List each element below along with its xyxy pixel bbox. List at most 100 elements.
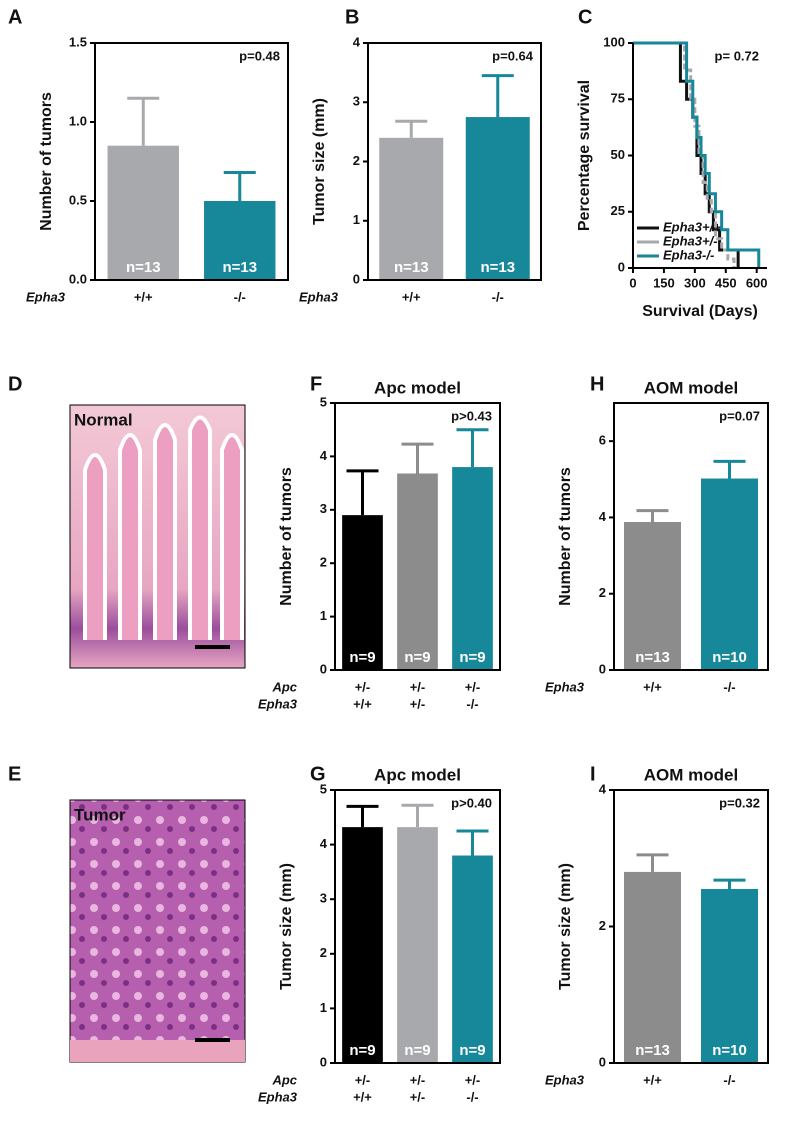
panel-letter: E xyxy=(8,763,21,785)
x-tick-label: +/+ xyxy=(643,1072,662,1087)
annotation: p=0.32 xyxy=(719,795,760,810)
bar xyxy=(624,871,681,1063)
category-label: Epha3 xyxy=(545,1072,585,1087)
n-label: n=9 xyxy=(404,1042,430,1059)
x-tick-label: -/- xyxy=(234,289,246,304)
y-tick-label: 1.0 xyxy=(69,113,87,128)
x-tick-label: 600 xyxy=(746,275,768,290)
x-tick-label: +/- xyxy=(410,696,426,711)
n-label: n=10 xyxy=(712,649,747,666)
bar xyxy=(397,473,438,670)
y-tick-label: 5 xyxy=(320,394,327,409)
plot-frame xyxy=(613,789,769,1064)
y-tick-label: 1 xyxy=(320,1000,327,1015)
x-tick-label: +/+ xyxy=(353,1089,372,1104)
y-tick-label: 0.5 xyxy=(69,192,87,207)
bar xyxy=(107,145,179,280)
y-tick-label: 1 xyxy=(353,212,360,227)
y-axis-title: Number of tumors xyxy=(278,467,295,606)
n-label: n=9 xyxy=(459,1042,485,1059)
plot-frame xyxy=(334,789,501,1064)
y-tick-label: 1.5 xyxy=(69,34,87,49)
panel-letter: I xyxy=(590,763,596,785)
bar xyxy=(624,522,681,670)
image-label: Tumor xyxy=(74,805,126,824)
n-label: n=13 xyxy=(222,259,257,276)
panel-letter: F xyxy=(310,373,322,395)
plot-frame xyxy=(367,42,542,281)
annotation: p= 0.72 xyxy=(715,48,759,63)
y-tick-label: 4 xyxy=(320,836,328,851)
y-tick-label: 1 xyxy=(320,608,327,623)
y-tick-label: 6 xyxy=(599,433,606,448)
panel-letter: B xyxy=(345,6,359,28)
n-label: n=13 xyxy=(635,1042,670,1059)
x-tick-label: -/- xyxy=(723,1072,735,1087)
bar xyxy=(379,137,444,280)
y-tick-label: 3 xyxy=(353,94,360,109)
chart-title: Apc model xyxy=(374,765,461,784)
image-label: Normal xyxy=(74,410,133,429)
x-tick-label: +/+ xyxy=(402,289,421,304)
n-label: n=9 xyxy=(349,649,375,666)
panel-letter: G xyxy=(310,763,326,785)
y-tick-label: 2 xyxy=(599,918,606,933)
panel-letter: D xyxy=(8,373,22,395)
legend-label: Epha3+/- xyxy=(663,233,718,248)
category-label: Epha3 xyxy=(26,289,66,304)
annotation: p=0.07 xyxy=(719,408,760,423)
y-tick-label: 2 xyxy=(599,585,606,600)
y-tick-label: 50 xyxy=(611,147,625,162)
x-tick-label: +/- xyxy=(465,679,481,694)
y-tick-label: 0 xyxy=(599,1054,606,1069)
x-tick-label: -/- xyxy=(723,679,735,694)
y-tick-label: 100 xyxy=(603,34,625,49)
y-axis-title: Tumor size (mm) xyxy=(311,98,328,225)
bar xyxy=(452,467,493,670)
y-tick-label: 0 xyxy=(353,271,360,286)
y-tick-label: 0 xyxy=(320,661,327,676)
legend-label: Epha3-/- xyxy=(663,247,714,262)
chart-title: Apc model xyxy=(374,378,461,397)
n-label: n=13 xyxy=(126,259,161,276)
image-tumor xyxy=(69,799,246,1063)
n-label: n=13 xyxy=(394,259,429,276)
annotation: p=0.64 xyxy=(492,48,534,63)
y-tick-label: 5 xyxy=(320,781,327,796)
n-label: n=9 xyxy=(404,649,430,666)
n-label: n=9 xyxy=(349,1042,375,1059)
panel-letter: C xyxy=(578,6,592,28)
panel-letter: A xyxy=(8,6,22,28)
x-tick-label: +/- xyxy=(410,1089,426,1104)
category-label: Epha3 xyxy=(545,679,585,694)
y-tick-label: 2 xyxy=(353,153,360,168)
n-label: n=13 xyxy=(635,649,670,666)
category-label: Epha3 xyxy=(299,289,339,304)
y-axis-title: Number of tumors xyxy=(557,467,574,606)
n-label: n=10 xyxy=(712,1042,747,1059)
y-tick-label: 75 xyxy=(611,91,625,106)
y-tick-label: 0 xyxy=(599,661,606,676)
x-tick-label: 300 xyxy=(684,275,706,290)
y-tick-label: 2 xyxy=(320,945,327,960)
y-tick-label: 3 xyxy=(320,891,327,906)
category-label: Epha3 xyxy=(258,696,298,711)
x-tick-label: +/- xyxy=(465,1072,481,1087)
y-tick-label: 4 xyxy=(353,34,361,49)
annotation: p>0.40 xyxy=(451,795,492,810)
x-tick-label: -/- xyxy=(466,696,478,711)
survival-line xyxy=(633,41,736,268)
category-label: Apc xyxy=(271,679,297,694)
y-tick-label: 4 xyxy=(320,448,328,463)
y-axis-title: Tumor size (mm) xyxy=(278,863,295,990)
y-tick-label: 0 xyxy=(320,1054,327,1069)
category-label: Apc xyxy=(271,1072,297,1087)
n-label: n=9 xyxy=(459,649,485,666)
bar xyxy=(342,515,383,670)
bar xyxy=(701,888,758,1063)
chart-title: AOM model xyxy=(644,765,738,784)
plot-frame xyxy=(613,402,769,671)
y-tick-label: 25 xyxy=(611,203,625,218)
y-axis-title: Tumor size (mm) xyxy=(557,863,574,990)
